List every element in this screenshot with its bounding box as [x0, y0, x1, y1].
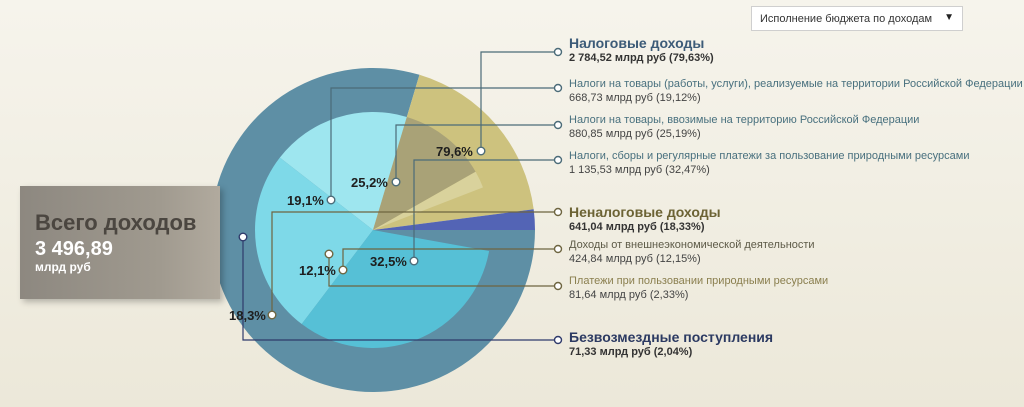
leader-tax-start-marker — [476, 146, 486, 156]
pie-subslice-tax-2 — [255, 157, 373, 325]
legend-item-value: 81,64 млрд руб (2,33%) — [569, 289, 689, 301]
pct-label-nontax-item-1: 12,1% — [299, 263, 336, 278]
select-value: Исполнение бюджета по доходам — [760, 12, 933, 25]
leader-tax-end-marker — [553, 47, 563, 57]
leader-tax-item-3-start-marker — [409, 256, 419, 266]
legend-tax-value: 2 784,52 млрд руб (79,63%) — [569, 52, 714, 64]
legend-item-name: Доходы от внешнеэкономической деятельнос… — [569, 239, 815, 251]
pct-label-tax-item-2: 25,2% — [351, 175, 388, 190]
leader-tax-item-2-start-marker — [391, 177, 401, 187]
total-revenue-box: Всего доходов 3 496,89 млрд руб — [20, 186, 220, 299]
leader-tax — [480, 51, 558, 151]
legend-nontax[interactable]: Неналоговые доходы 641,04 млрд руб (18,3… — [569, 204, 721, 234]
legend-item-name: Налоги, сборы и регулярные платежи за по… — [569, 150, 970, 162]
leader-nontax-item-1-start-marker — [338, 265, 348, 275]
legend-nontax-value: 641,04 млрд руб (18,33%) — [569, 221, 705, 233]
legend-tax-item-1[interactable]: Налоги на товары (работы, услуги), реали… — [569, 77, 1023, 105]
pie-subslice-nontax-1 — [373, 116, 476, 230]
legend-item-value: 880,85 млрд руб (25,19%) — [569, 128, 701, 140]
leader-tax-item-1-start-marker — [326, 195, 336, 205]
legend-item-name: Платежи при пользовании природными ресур… — [569, 275, 829, 287]
pct-label-tax: 79,6% — [436, 144, 473, 159]
leader-nontax-item-2 — [328, 254, 558, 287]
pct-label-nontax: 18,3% — [229, 308, 266, 323]
legend-tax-item-2[interactable]: Налоги на товары, ввозимые на территорию… — [569, 113, 919, 141]
legend-grant-value: 71,33 млрд руб (2,04%) — [569, 346, 693, 358]
legend-tax-title: Налоговые доходы — [569, 35, 705, 51]
leader-grant-end-marker — [553, 335, 563, 345]
leader-tax-item-2 — [395, 124, 558, 182]
pie-subslice-tax-3 — [301, 230, 490, 348]
leader-nontax-start-marker — [267, 310, 277, 320]
legend-tax[interactable]: Налоговые доходы 2 784,52 млрд руб (79,6… — [569, 35, 714, 65]
leader-tax-item-1 — [330, 87, 558, 200]
leader-grant-start-marker — [238, 232, 248, 242]
leader-nontax-end-marker — [553, 207, 563, 217]
legend-nontax-item-2[interactable]: Платежи при пользовании природными ресур… — [569, 274, 828, 302]
total-title: Всего доходов — [35, 210, 197, 235]
legend-item-name: Налоги на товары (работы, услуги), реали… — [569, 78, 1023, 90]
leader-tax-item-3-end-marker — [553, 155, 563, 165]
leader-nontax-item-1-end-marker — [553, 244, 563, 254]
legend-nontax-title: Неналоговые доходы — [569, 204, 721, 220]
pie-subslice-nontax-2 — [373, 171, 484, 230]
leader-tax-item-2-end-marker — [553, 120, 563, 130]
leader-nontax-item-2-end-marker — [553, 281, 563, 291]
legend-tax-item-3[interactable]: Налоги, сборы и регулярные платежи за по… — [569, 149, 969, 177]
leader-tax-item-3 — [413, 159, 558, 261]
legend-grant[interactable]: Безвозмездные поступления 71,33 млрд руб… — [569, 329, 773, 359]
leader-grant — [242, 237, 558, 341]
legend-item-value: 424,84 млрд руб (12,15%) — [569, 253, 701, 265]
chevron-down-icon: ▼ — [944, 12, 954, 23]
pct-label-tax-item-1: 19,1% — [287, 193, 324, 208]
legend-grant-title: Безвозмездные поступления — [569, 329, 774, 345]
legend-item-value: 668,73 млрд руб (19,12%) — [569, 92, 701, 104]
leader-nontax — [271, 211, 558, 315]
legend-item-name: Налоги на товары, ввозимые на территорию… — [569, 114, 920, 126]
total-value: 3 496,89 — [35, 238, 113, 260]
pie-subslice-tax-1 — [279, 112, 407, 230]
pct-label-tax-item-3: 32,5% — [370, 254, 407, 269]
legend-item-value: 1 135,53 млрд руб (32,47%) — [569, 164, 710, 176]
leader-tax-item-1-end-marker — [553, 83, 563, 93]
total-unit: млрд руб — [35, 260, 91, 274]
leader-nontax-item-2-start-marker — [324, 249, 334, 259]
budget-view-select[interactable]: Исполнение бюджета по доходам ▼ — [751, 6, 963, 31]
legend-nontax-item-1[interactable]: Доходы от внешнеэкономической деятельнос… — [569, 238, 815, 266]
leader-nontax-item-1 — [342, 248, 558, 270]
